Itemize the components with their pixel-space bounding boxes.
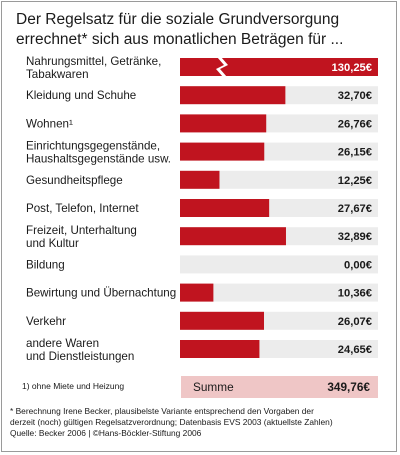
category-label: Bildung xyxy=(26,258,65,271)
value-label: 32,70€ xyxy=(338,90,373,102)
bar-track xyxy=(180,283,378,302)
bar xyxy=(180,311,265,330)
bar xyxy=(180,227,286,246)
value-label: 130,25€ xyxy=(332,62,373,74)
category-label: Bewirtung und Übernachtung xyxy=(26,287,176,300)
axis-break-marker xyxy=(216,57,228,77)
source-notes: * Berechnung Irene Becker, plausibelste … xyxy=(10,406,390,440)
bar xyxy=(180,114,267,133)
value-label: 26,76€ xyxy=(338,118,373,130)
note-line-3: Quelle: Becker 2006 | ©Hans-Böckler-Stif… xyxy=(10,428,202,439)
value-label: 32,89€ xyxy=(338,231,373,243)
title-line-2: errechnet* sich aus monatlichen Beträgen… xyxy=(16,31,344,48)
bar xyxy=(180,283,214,302)
category-label: Nahrungsmittel, Getränke, Tabakwaren xyxy=(26,55,161,81)
value-label: 0,00€ xyxy=(344,259,373,271)
bar xyxy=(180,340,260,358)
note-line-1: * Berechnung Irene Becker, plausibelste … xyxy=(10,406,314,416)
bar xyxy=(180,170,220,189)
footnote-wohnen: 1) ohne Miete und Heizung xyxy=(22,381,125,391)
value-label: 26,15€ xyxy=(338,147,373,159)
bar xyxy=(180,199,270,217)
sum-box: Summe 349,76€ xyxy=(181,376,378,398)
value-label: 26,07€ xyxy=(338,316,373,328)
sum-label: Summe xyxy=(193,380,234,394)
chart-title: Der Regelsatz für die soziale Grundverso… xyxy=(16,10,386,50)
value-label: 24,65€ xyxy=(338,344,373,356)
category-label: Kleidung und Schuhe xyxy=(26,89,136,102)
value-label: 27,67€ xyxy=(338,203,373,215)
category-label: Freizeit, Unterhaltung und Kultur xyxy=(26,224,137,250)
note-line-2: derzeit (noch) gültigen Regelsatzverordn… xyxy=(10,417,333,428)
category-label: Wohnen¹ xyxy=(26,117,73,130)
category-label: Einrichtungsgegenstände, Haushaltsgegenst… xyxy=(26,140,171,166)
value-label: 12,25€ xyxy=(338,175,373,187)
bar-track xyxy=(180,170,378,189)
category-label: Post, Telefon, Internet xyxy=(26,202,139,215)
category-label: Gesundheitspflege xyxy=(26,174,123,187)
sum-value: 349,76€ xyxy=(327,380,370,394)
bar-track xyxy=(180,255,378,274)
title-line-1: Der Regelsatz für die soziale Grundverso… xyxy=(16,11,340,28)
value-label: 10,36€ xyxy=(338,288,373,300)
bar xyxy=(180,58,378,76)
category-label: andere Waren und Dienstleistungen xyxy=(26,337,134,363)
bar xyxy=(180,142,265,161)
category-label: Verkehr xyxy=(26,315,66,328)
bar xyxy=(180,86,286,105)
